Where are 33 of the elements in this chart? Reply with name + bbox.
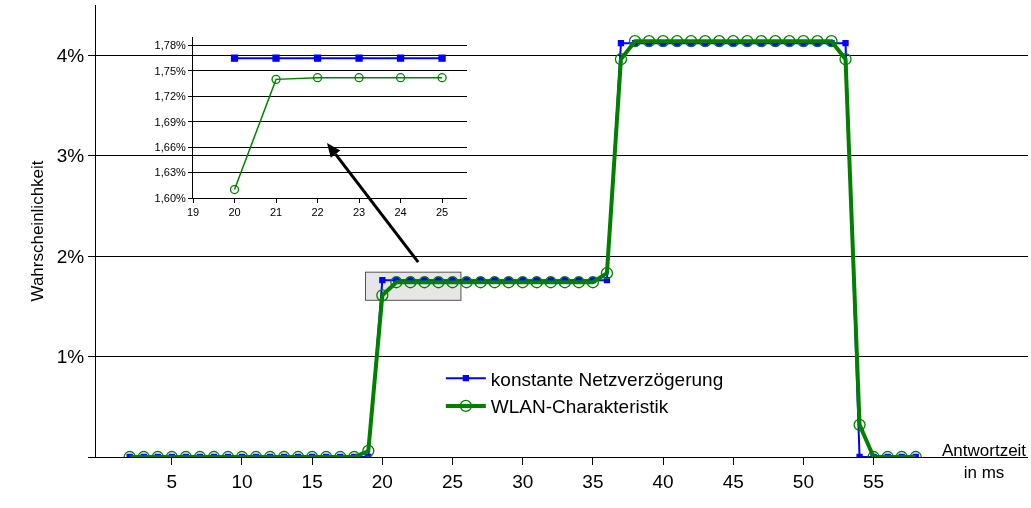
x-tick-label: 40 (652, 470, 674, 492)
x-tick-label: 21 (269, 206, 283, 219)
y-tick-label: 1,78% (154, 39, 187, 52)
y-tick-label: 1,72% (154, 90, 187, 103)
x-tick-label: 50 (792, 470, 814, 492)
x-tick-label: 15 (301, 470, 323, 492)
x-axis-title: Antwortzeit in ms (942, 441, 1027, 483)
x-tick-label: 19 (186, 206, 200, 219)
y-tick-label: 3% (56, 145, 85, 167)
x-tick-label: 23 (352, 206, 366, 219)
x-tick-label: 5 (166, 470, 178, 492)
y-tick-label: 1,66% (154, 141, 187, 154)
x-tick-label: 20 (228, 206, 241, 219)
x-tick-label: 20 (371, 470, 393, 492)
x-tick-label: 35 (582, 470, 604, 492)
y-tick-label: 1% (56, 346, 85, 368)
x-tick-label: 30 (512, 470, 534, 492)
x-tick-label: 55 (863, 470, 885, 492)
x-tick-label: 10 (231, 470, 253, 492)
y-axis-title: Wahrscheinlichkeit (28, 160, 48, 302)
x-tick-label: 22 (311, 206, 324, 219)
legend-label: WLAN-Charakteristik (490, 396, 669, 418)
y-tick-label: 1,60% (154, 191, 187, 204)
y-tick-label: 2% (56, 245, 85, 267)
legend-label: konstante Netzverzögerung (490, 368, 724, 390)
x-tick-label: 25 (435, 206, 449, 219)
y-tick-label: 1,75% (154, 64, 187, 77)
y-tick-label: 4% (56, 44, 85, 66)
y-tick-label: 1,63% (154, 166, 187, 179)
y-tick-label: 1,69% (154, 115, 187, 128)
x-tick-label: 24 (394, 206, 407, 219)
x-tick-label: 45 (722, 470, 744, 492)
x-tick-label: 25 (441, 470, 464, 492)
